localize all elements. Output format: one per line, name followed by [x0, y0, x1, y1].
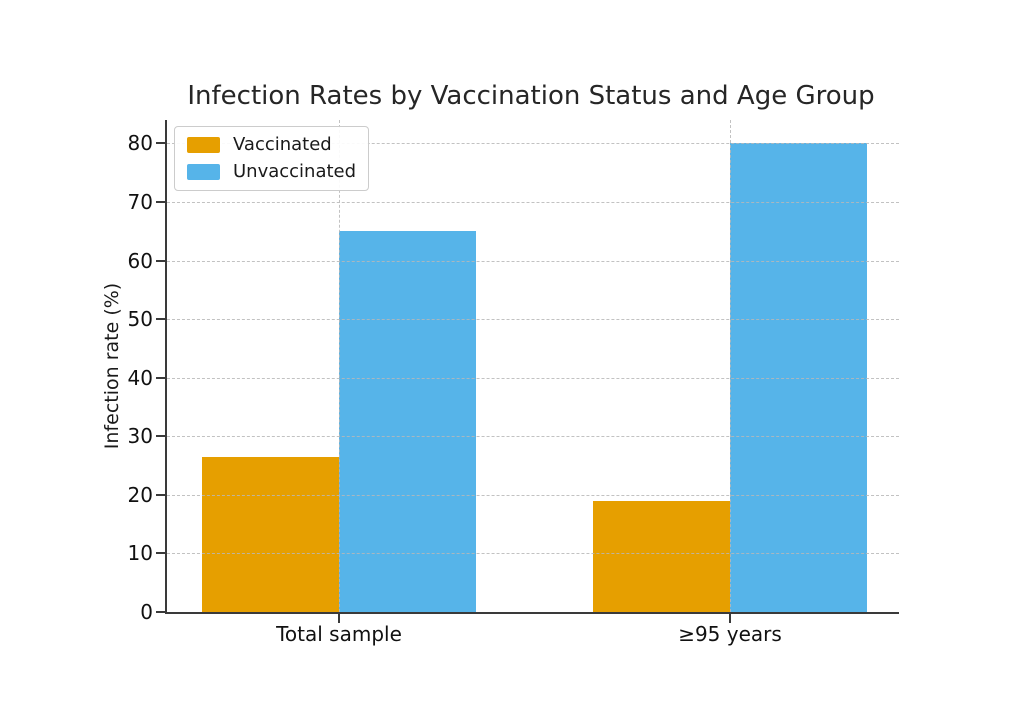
h-gridline [167, 377, 899, 379]
legend-entry: Unvaccinated [187, 162, 356, 182]
y-tick-label: 60 [127, 248, 153, 273]
h-gridline [167, 553, 899, 555]
bar-vaccinated-0 [202, 456, 339, 612]
h-gridline [167, 436, 899, 438]
x-tick [338, 614, 340, 623]
y-tick [156, 493, 165, 496]
y-tick [156, 552, 165, 555]
y-tick [156, 435, 165, 438]
legend-swatch-unvaccinated [187, 164, 220, 180]
y-tick-label: 70 [127, 190, 153, 214]
y-tick [156, 376, 165, 379]
y-tick [156, 611, 165, 613]
legend-entry: Vaccinated [187, 135, 356, 155]
y-tick [156, 318, 165, 321]
y-tick [156, 142, 165, 145]
v-gridline [730, 120, 731, 612]
y-tick-label: 20 [127, 482, 153, 507]
h-gridline [167, 494, 899, 496]
x-tick-label: ≥95 years [678, 622, 782, 646]
x-tick [729, 614, 731, 623]
chart-title: Infection Rates by Vaccination Status an… [187, 81, 875, 111]
legend-label: Vaccinated [233, 134, 332, 155]
y-tick-label: 80 [127, 131, 153, 156]
y-tick [156, 201, 165, 203]
legend-label: Unvaccinated [233, 161, 357, 182]
legend-swatch-vaccinated [187, 137, 220, 153]
plot-area: 0 10 20 30 40 50 60 70 80 Total sample ≥95 years Va… [128, 120, 899, 646]
y-tick-label: 40 [127, 365, 153, 390]
h-gridline [167, 202, 899, 203]
h-gridline [167, 319, 899, 321]
y-tick-label: 30 [127, 424, 153, 449]
y-tick-label: 0 [140, 600, 153, 624]
v-gridline [339, 120, 340, 612]
h-gridline [167, 143, 899, 145]
x-tick-label: Total sample [276, 622, 402, 646]
bar-unvaccinated-0 [339, 231, 476, 612]
y-tick [156, 259, 165, 262]
y-tick-label: 10 [127, 541, 153, 566]
bar-vaccinated-1 [593, 500, 730, 612]
h-gridline [167, 260, 899, 262]
legend: Vaccinated Unvaccinated [174, 126, 370, 191]
y-tick-label: 50 [127, 307, 153, 332]
